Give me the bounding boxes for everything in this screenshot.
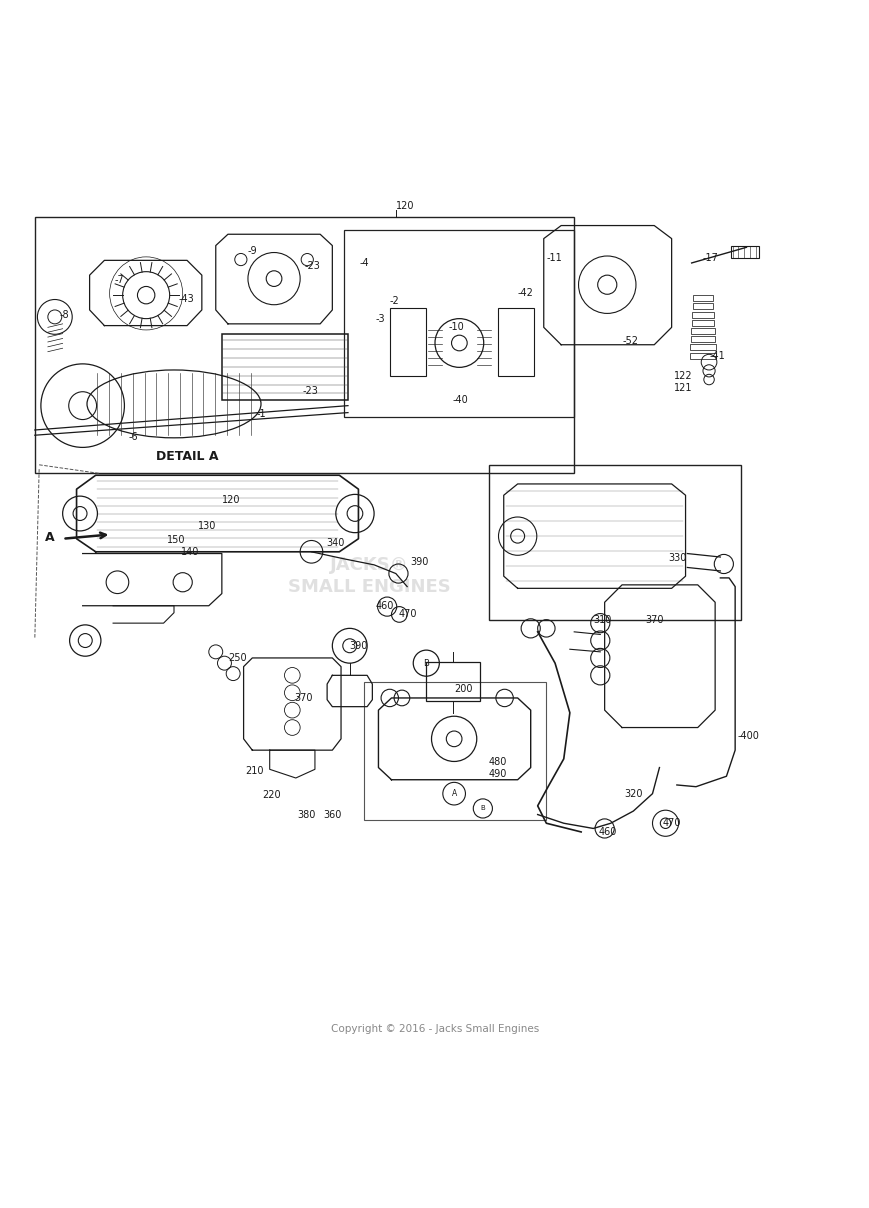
Text: -1: -1 — [256, 410, 266, 419]
Text: 210: 210 — [245, 766, 263, 776]
Text: -52: -52 — [621, 336, 637, 347]
Bar — [690, 336, 714, 342]
Text: -11: -11 — [546, 252, 561, 263]
Text: -400: -400 — [737, 731, 759, 742]
Text: B: B — [423, 658, 428, 668]
Text: -8: -8 — [59, 310, 69, 320]
Bar — [426, 662, 480, 702]
Bar — [689, 353, 715, 359]
Text: 130: 130 — [198, 521, 216, 530]
Text: 121: 121 — [673, 383, 692, 394]
Text: 122: 122 — [673, 371, 692, 381]
Text: Copyright © 2016 - Jacks Small Engines: Copyright © 2016 - Jacks Small Engines — [330, 1023, 539, 1034]
Text: -17: -17 — [702, 252, 718, 263]
Text: 390: 390 — [349, 640, 368, 651]
Text: 310: 310 — [593, 615, 611, 625]
Text: 380: 380 — [297, 809, 315, 819]
Text: -7: -7 — [115, 275, 124, 285]
Text: 220: 220 — [262, 790, 281, 801]
Text: 490: 490 — [488, 768, 507, 779]
Text: 320: 320 — [624, 789, 642, 798]
Text: 120: 120 — [395, 201, 414, 210]
Text: 120: 120 — [222, 495, 240, 505]
Text: 250: 250 — [228, 654, 246, 663]
Text: 330: 330 — [667, 553, 686, 563]
Bar — [343, 230, 574, 417]
Text: 370: 370 — [294, 693, 312, 703]
Text: -43: -43 — [178, 295, 194, 304]
Text: 460: 460 — [375, 600, 394, 611]
Bar — [222, 335, 348, 400]
Text: JACKS®
SMALL ENGINES: JACKS® SMALL ENGINES — [288, 556, 451, 597]
Text: -3: -3 — [375, 314, 385, 324]
Text: -23: -23 — [304, 261, 320, 272]
Bar — [692, 312, 713, 318]
Text: -4: -4 — [359, 259, 368, 268]
Text: A: A — [451, 789, 456, 798]
Bar — [363, 683, 546, 820]
Text: 340: 340 — [326, 538, 344, 548]
Text: 150: 150 — [167, 535, 185, 546]
Bar — [692, 303, 713, 309]
Text: DETAIL A: DETAIL A — [156, 449, 218, 463]
Text: -40: -40 — [452, 395, 468, 405]
Text: 470: 470 — [662, 818, 680, 829]
Text: 470: 470 — [398, 610, 416, 620]
Text: -42: -42 — [517, 288, 533, 297]
Bar — [35, 217, 574, 474]
Bar — [693, 295, 713, 301]
Text: 390: 390 — [410, 557, 428, 568]
Bar — [488, 465, 740, 620]
Text: -10: -10 — [448, 323, 463, 332]
Text: 140: 140 — [181, 547, 199, 557]
Text: B: B — [480, 806, 485, 812]
Text: 360: 360 — [323, 809, 342, 819]
Text: -41: -41 — [708, 352, 724, 361]
Text: A: A — [45, 530, 55, 544]
Bar — [691, 327, 714, 335]
Bar — [691, 320, 713, 326]
Text: 460: 460 — [598, 827, 616, 837]
Bar — [690, 344, 715, 350]
Bar — [730, 245, 758, 257]
Text: -6: -6 — [129, 432, 138, 442]
Text: -2: -2 — [389, 296, 399, 307]
Text: -23: -23 — [302, 385, 318, 396]
Bar — [497, 308, 534, 376]
Text: -9: -9 — [248, 245, 257, 256]
Text: 370: 370 — [645, 615, 663, 625]
Bar — [389, 308, 426, 376]
Text: 200: 200 — [454, 684, 472, 695]
Text: 480: 480 — [488, 757, 507, 767]
